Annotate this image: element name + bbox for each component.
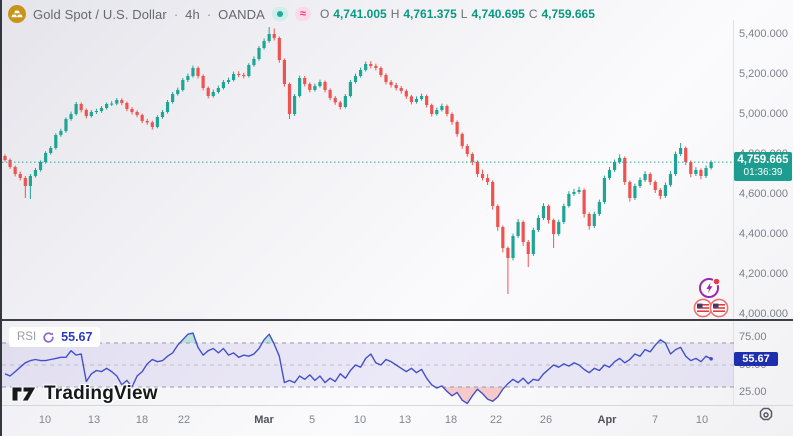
separator-dot: ·	[173, 6, 179, 22]
price-tick-label: 5,200.000	[739, 68, 788, 80]
time-tick-label: 26	[539, 414, 553, 426]
last-price-value: 4,759.665	[737, 154, 789, 167]
separator-dot: ·	[206, 6, 212, 22]
exchange-name[interactable]: OANDA	[218, 6, 265, 22]
price-axis-border	[733, 20, 734, 405]
low-letter: L	[460, 7, 468, 21]
rsi-legend: RSI 55.67	[9, 327, 101, 347]
time-tick-label: 13	[87, 414, 101, 426]
time-tick-label: 10	[38, 414, 52, 426]
time-tick-label: 18	[135, 414, 149, 426]
high-value: 4,761.375	[403, 7, 457, 21]
time-tick-label: Mar	[254, 414, 274, 426]
symbol-title[interactable]: Gold Spot / U.S. Dollar	[33, 6, 167, 22]
lightning-events-button[interactable]	[698, 276, 721, 299]
price-tick-label: 4,200.000	[739, 268, 788, 280]
rsi-tick-25: 25.00	[739, 386, 767, 398]
time-tick-label: 10	[695, 414, 709, 426]
time-tick-label: 18	[444, 414, 458, 426]
pane-resize-handle[interactable]	[2, 319, 793, 321]
rsi-tick-75: 75.00	[739, 331, 767, 343]
time-tick-label: 22	[177, 414, 191, 426]
gold-symbol-logo-icon[interactable]	[8, 5, 26, 23]
high-letter: H	[390, 7, 400, 21]
us-flag-event-icon[interactable]	[693, 298, 713, 318]
close-value: 4,759.665	[541, 7, 595, 21]
open-letter: O	[319, 7, 330, 21]
low-value: 4,740.695	[471, 7, 525, 21]
market-open-status-icon[interactable]	[271, 7, 288, 21]
rsi-loading-icon[interactable]	[42, 331, 55, 344]
time-tick-label: Apr	[597, 414, 617, 426]
price-tick-label: 4,000.000	[739, 308, 788, 320]
last-price-badge: 4,759.665 01:36:39	[734, 152, 792, 181]
tradingview-watermark[interactable]: TradingView	[11, 383, 158, 405]
time-tick-label: 5	[308, 414, 316, 426]
delayed-data-icon[interactable]: ≈	[294, 7, 311, 21]
price-tick-label: 5,400.000	[739, 28, 788, 40]
open-value: 4,741.005	[333, 7, 387, 21]
interval-selector[interactable]: 4h	[185, 6, 200, 22]
symbol-legend: Gold Spot / U.S. Dollar · 4h · OANDA ≈ O…	[8, 4, 595, 24]
price-tick-label: 5,000.000	[739, 108, 788, 120]
us-flag-event-icon[interactable]	[709, 298, 729, 318]
rsi-label[interactable]: RSI	[17, 331, 37, 343]
rsi-value: 55.67	[61, 330, 93, 344]
price-chart-canvas[interactable]	[2, 20, 734, 320]
ohlc-readout: O 4,741.005 H 4,761.375 L 4,740.695 C 4,…	[320, 7, 595, 21]
tradingview-logo-icon	[11, 386, 37, 402]
price-tick-label: 4,600.000	[739, 188, 788, 200]
close-letter: C	[528, 7, 538, 21]
time-tick-label: 13	[398, 414, 412, 426]
rsi-last-value-badge: 55.67	[734, 352, 778, 366]
rsi-chart-canvas[interactable]	[2, 320, 734, 405]
watermark-text: TradingView	[44, 383, 158, 404]
time-tick-label: 7	[651, 414, 659, 426]
price-tick-label: 4,400.000	[739, 228, 788, 240]
bar-countdown: 01:36:39	[743, 167, 783, 179]
time-axis-border	[2, 405, 793, 406]
axis-settings-gear-icon[interactable]	[757, 406, 775, 424]
time-tick-label: 10	[353, 414, 367, 426]
time-tick-label: 22	[489, 414, 503, 426]
